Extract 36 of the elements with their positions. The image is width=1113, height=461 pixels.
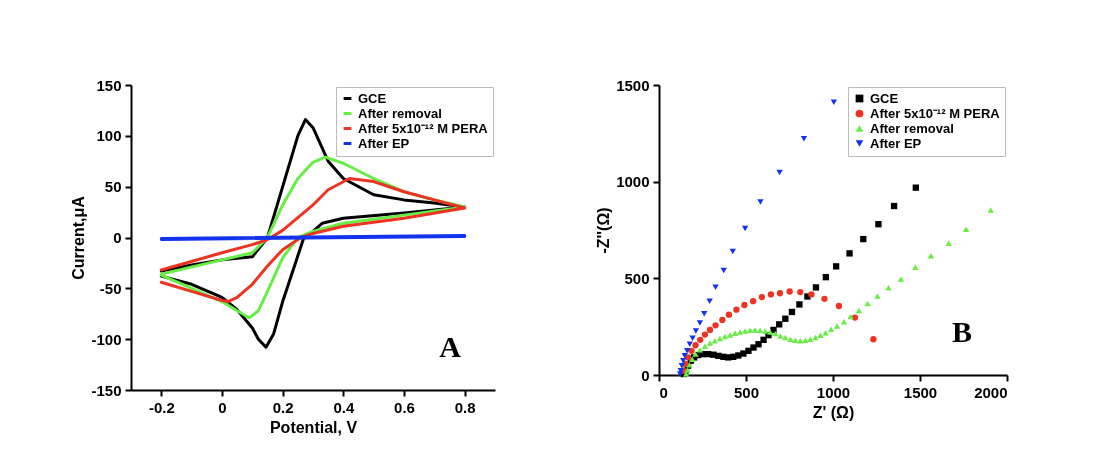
x-tick-label: 1000 xyxy=(816,383,851,401)
y-axis-title: Current,μA xyxy=(70,195,88,280)
x-tick-label: 2000 xyxy=(974,383,1008,401)
x-tick-label: 1500 xyxy=(903,383,938,401)
y-tick-label: 50 xyxy=(104,178,122,196)
legend-label: After 5x10⁻¹² M PERA xyxy=(870,105,1001,121)
legend-label: GCE xyxy=(870,90,899,106)
legend-label: After EP xyxy=(358,135,410,151)
x-tick-label: 0.4 xyxy=(333,398,355,416)
y-axis-title: -Z''(Ω) xyxy=(595,207,613,254)
x-tick-label: 0.6 xyxy=(394,398,415,416)
y-tick-label: -50 xyxy=(99,279,122,297)
legend-label: After removal xyxy=(358,105,442,121)
y-tick-label: 100 xyxy=(96,127,122,145)
y-tick-label: 500 xyxy=(624,269,650,287)
legend-label: After EP xyxy=(870,135,922,151)
x-tick-label: 0.8 xyxy=(454,398,476,416)
y-tick-label: 0 xyxy=(641,366,650,384)
y-tick-label: -100 xyxy=(91,330,122,348)
y-tick-label: 1000 xyxy=(616,173,650,191)
x-tick-label: 500 xyxy=(733,383,760,401)
y-tick-label: 0 xyxy=(113,229,122,246)
y-tick-label: 1500 xyxy=(616,76,650,94)
x-tick-label: 0 xyxy=(659,383,668,401)
legend-label: GCE xyxy=(358,90,387,106)
x-axis-title: Z' (Ω) xyxy=(812,403,855,421)
x-tick-label: 0.2 xyxy=(272,398,294,416)
annotation: B xyxy=(951,315,973,348)
y-tick-label: 150 xyxy=(96,76,122,94)
legend-label: After 5x10⁻¹² M PERA xyxy=(358,120,489,136)
y-tick-label: -150 xyxy=(91,381,122,399)
x-tick-label: 0 xyxy=(218,398,227,416)
x-axis-title: Potential, V xyxy=(269,418,358,436)
annotation: A xyxy=(439,330,462,363)
legend-label: After removal xyxy=(870,120,954,136)
x-tick-label: -0.2 xyxy=(148,398,175,416)
